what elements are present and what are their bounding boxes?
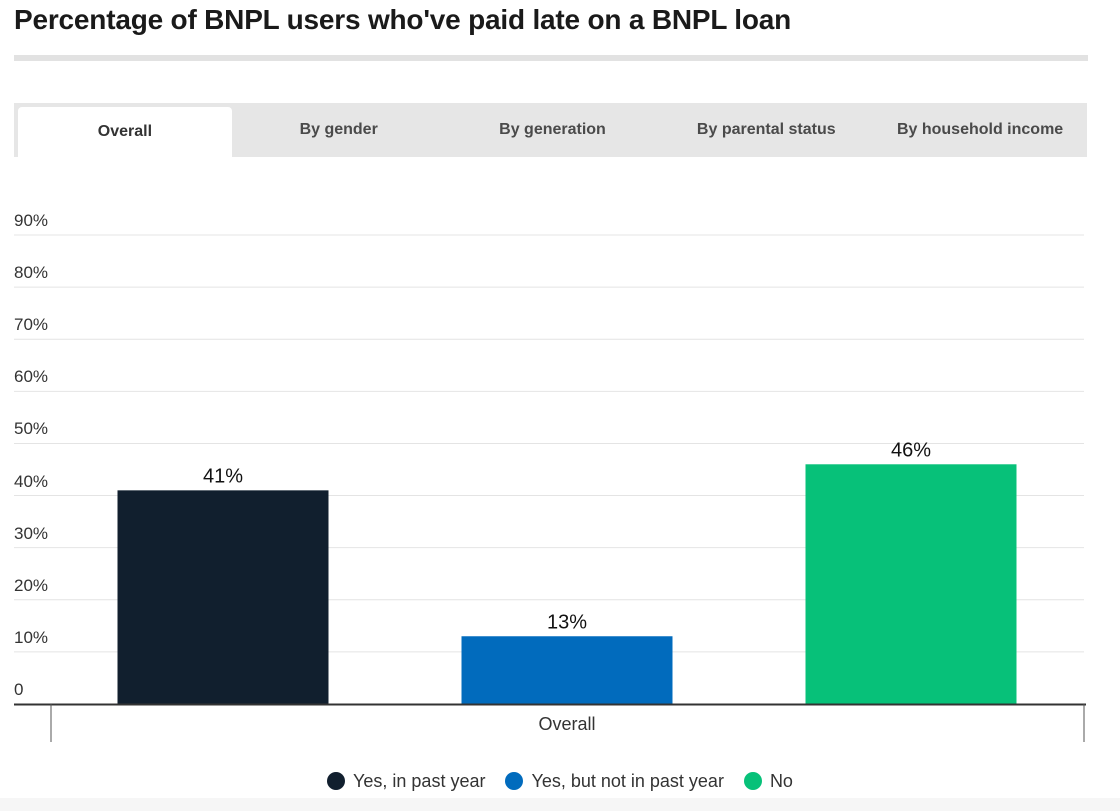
y-tick-label: 70% (14, 315, 49, 335)
y-tick-label: 20% (14, 575, 49, 595)
y-tick-label: 30% (14, 523, 49, 543)
legend-dot-no (743, 772, 762, 790)
bottom-edge (0, 798, 1120, 811)
y-tick-label: 90% (14, 211, 49, 230)
y-tick-label: 10% (14, 627, 49, 647)
bar-value-label: 46% (891, 439, 931, 461)
bar-yes-in-past-year[interactable] (117, 490, 329, 704)
legend-item-yes-not-past-year[interactable]: Yes, but not in past year (505, 770, 724, 792)
legend-label: No (769, 770, 793, 791)
tab-bar: Overall By gender By generation By paren… (14, 103, 1087, 157)
legend-dot-yes-not-past-year (505, 772, 524, 790)
y-tick-label: 40% (14, 471, 49, 491)
y-tick-label: 60% (14, 367, 49, 387)
legend-item-yes-in-past-year[interactable]: Yes, in past year (327, 771, 485, 792)
bar-yes-but-not-in-past-year[interactable] (461, 636, 673, 704)
chart-title: Percentage of BNPL users who've paid lat… (14, 4, 792, 35)
legend-item-no[interactable]: No (743, 770, 793, 792)
title-divider (14, 55, 1088, 61)
legend-label: Yes, but not in past year (531, 770, 724, 791)
tab-by-gender[interactable]: By gender (299, 121, 378, 138)
y-tick-label: 50% (14, 419, 49, 439)
legend-dot-yes-in-past-year (327, 772, 346, 790)
x-category-label: Overall (538, 714, 595, 734)
legend-label: Yes, in past year (353, 770, 486, 791)
bar-value-label: 41% (203, 465, 243, 487)
tab-by-generation[interactable]: By generation (499, 121, 606, 138)
y-tick-label: 80% (14, 263, 49, 283)
chart-legend: Yes, in past year Yes, but not in past y… (0, 768, 1120, 794)
tab-overall[interactable]: Overall (18, 107, 232, 157)
tab-by-household-income[interactable]: By household income (896, 121, 1064, 138)
bar-no[interactable] (805, 464, 1017, 704)
bar-value-label: 13% (547, 611, 587, 633)
y-tick-label: 0 (14, 680, 24, 699)
tab-by-parental-status[interactable]: By parental status (696, 121, 836, 138)
